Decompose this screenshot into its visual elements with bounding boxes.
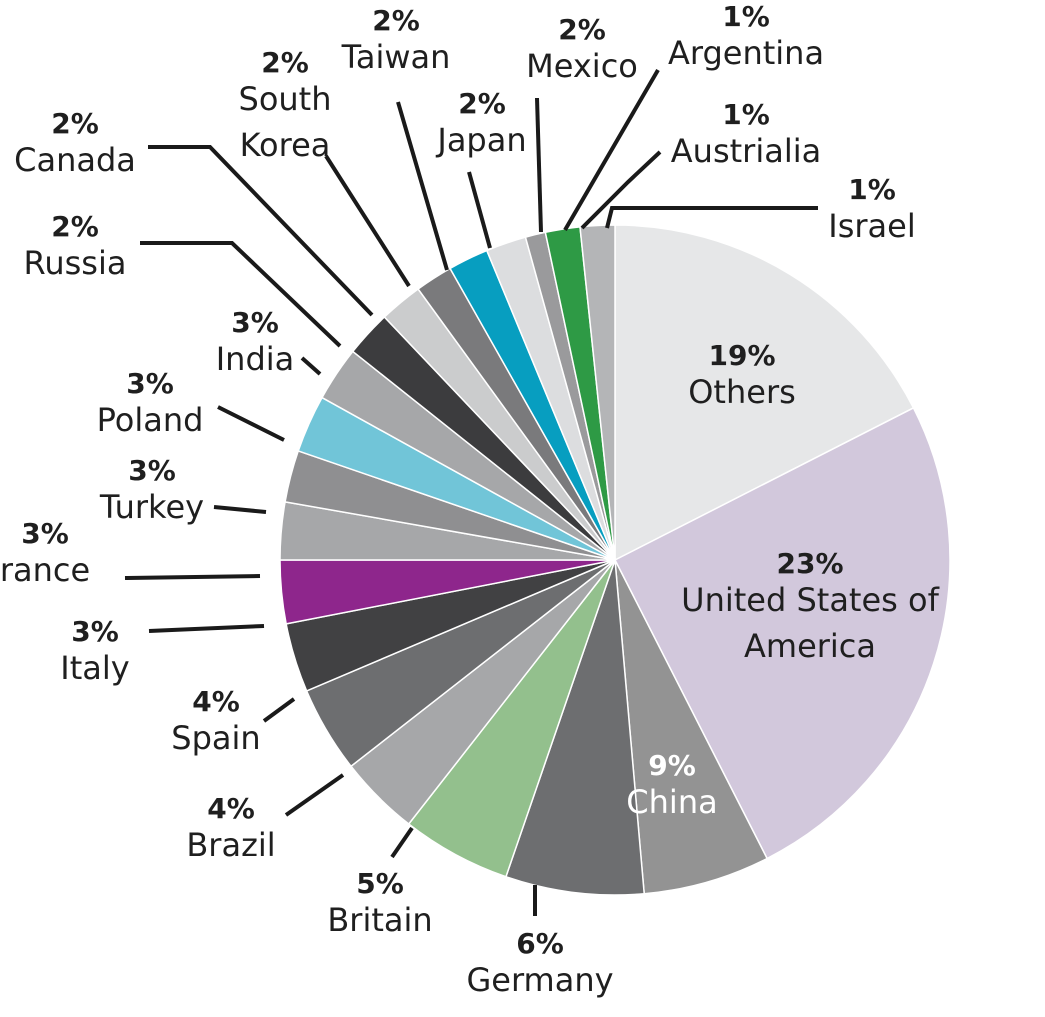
pct-label-mexico: 2% [558,13,606,46]
pie-slices [279,224,951,896]
pct-label-poland: 3% [126,367,174,400]
pct-label-russia: 2% [51,210,99,243]
leader-line-argentina [563,68,660,232]
name-label-turkey: Turkey [99,488,204,526]
leader-line-russia [140,241,342,348]
leader-line-spain [262,697,296,723]
leader-line-britain [390,826,414,859]
name-label-france: rance [0,551,90,589]
name-label-argentina: Argentina [668,34,824,72]
name-label-united-states-of-america-line-1: United States of [681,581,939,619]
name-label-britain: Britain [327,901,432,939]
pct-label-india: 3% [231,306,279,339]
leader-line-israel [605,206,818,229]
pct-label-austrialia: 1% [722,98,770,131]
pct-label-spain: 4% [192,685,240,718]
name-label-taiwan: Taiwan [341,38,451,76]
pct-label-canada: 2% [51,107,99,140]
slice-labels: 19%Others 23%United States of America 9%Chi… [0,0,940,999]
pct-label-germany: 6% [516,927,564,960]
leader-line-poland [217,405,285,442]
name-label-mexico: Mexico [526,47,638,85]
leader-line-taiwan [396,101,449,271]
slice-china [614,559,769,895]
leader-line-austrialia [580,150,662,230]
pct-label-united-states-of-america: 23% [776,547,843,580]
name-label-spain: Spain [171,719,260,757]
leader-line-south-korea [324,154,411,288]
leader-line-brazil [284,773,345,817]
pct-label-taiwan: 2% [372,4,420,37]
slice-united-states-of-america [613,406,951,860]
pct-label-brazil: 4% [207,792,255,825]
name-label-brazil: Brazil [186,826,275,864]
pct-label-argentina: 1% [722,0,770,33]
name-label-japan: Japan [435,121,526,159]
name-label-russia: Russia [24,244,127,282]
name-label-canada: Canada [14,141,136,179]
pct-label-britain: 5% [356,867,404,900]
name-label-china: China [626,783,717,821]
name-label-italy: Italy [60,649,129,687]
leader-line-turkey [213,505,267,514]
leader-lines [124,68,818,916]
leader-line-france [124,574,261,580]
slice-others [614,224,915,562]
leader-line-mexico [535,97,543,233]
name-label-south-korea-line-1: South [239,80,332,118]
pct-label-south-korea: 2% [261,46,309,79]
name-label-israel: Israel [828,207,915,245]
pct-label-france: 3% [21,517,69,550]
name-label-poland: Poland [97,401,204,439]
name-label-united-states-of-america-line-2: America [744,627,876,665]
pct-label-china: 9% [648,749,696,782]
slice-germany [504,559,646,896]
name-label-others: Others [688,373,796,411]
leader-line-japan [467,171,492,249]
pct-label-israel: 1% [848,173,896,206]
name-label-india: India [216,340,295,378]
name-label-south-korea-line-2: Korea [240,126,331,164]
name-label-germany: Germany [466,961,613,999]
leader-line-italy [148,624,265,633]
pct-label-japan: 2% [458,87,506,120]
leader-line-canada [148,145,374,317]
slice-israel [579,224,616,561]
name-label-austrialia: Austrialia [671,132,821,170]
leader-line-india [300,356,322,376]
pct-label-turkey: 3% [128,454,176,487]
pct-label-italy: 3% [71,615,119,648]
pct-label-others: 19% [708,339,775,372]
